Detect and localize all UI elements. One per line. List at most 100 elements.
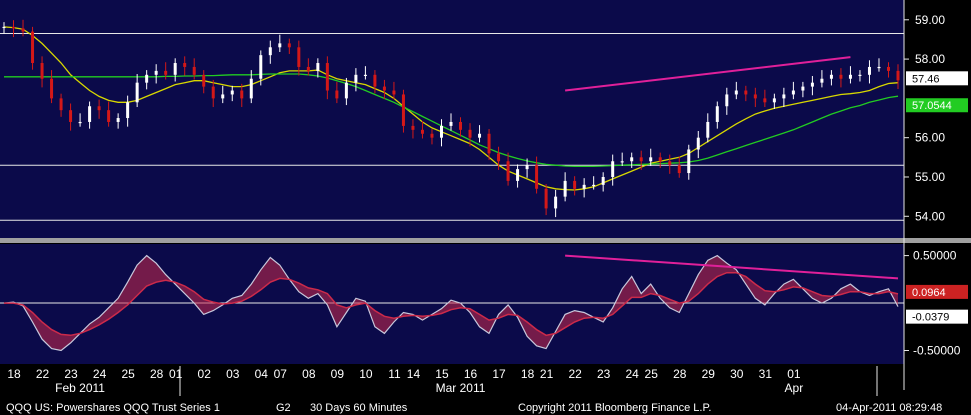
last-price-tag: 57.46 <box>912 73 940 85</box>
candle-body <box>497 153 501 162</box>
candle-body <box>2 26 6 29</box>
candle-body <box>287 43 291 48</box>
candle-body <box>506 161 510 181</box>
candle-body <box>763 98 767 103</box>
candle-body <box>620 161 624 163</box>
candle-body <box>221 94 225 99</box>
candle-body <box>183 63 187 67</box>
candle-body <box>554 196 558 209</box>
candle-body <box>21 28 25 32</box>
day-label: 22 <box>568 367 582 381</box>
candle-body <box>126 102 130 119</box>
candle-body <box>696 137 700 150</box>
candle-body <box>886 66 890 71</box>
candle-body <box>306 66 310 71</box>
oscillator-trendline <box>565 254 899 280</box>
day-label: 11 <box>388 367 401 381</box>
day-label: 18 <box>521 367 535 381</box>
candle-body <box>325 63 329 91</box>
candle-body <box>164 70 168 75</box>
candle-body <box>50 78 54 99</box>
candle-body <box>573 180 577 189</box>
candle-body <box>249 78 253 99</box>
candle-body <box>439 125 443 138</box>
moving-average-0 <box>3 26 899 191</box>
candle-body <box>40 63 44 79</box>
candle-body <box>59 98 63 111</box>
month-label: Apr <box>785 381 804 395</box>
candle-body <box>382 86 386 91</box>
candle-body <box>687 149 691 174</box>
day-label: 09 <box>331 367 345 381</box>
candle-body <box>896 70 900 81</box>
candle-body <box>135 82 139 103</box>
ma-value-tag: 57.0544 <box>912 100 952 112</box>
day-label: 24 <box>626 367 640 381</box>
candle-body <box>810 82 814 87</box>
price-tick-label: 56.00 <box>915 131 945 145</box>
day-label: 16 <box>464 367 478 381</box>
candle-body <box>630 157 634 162</box>
candle-body <box>78 121 82 124</box>
candle-body <box>677 165 681 174</box>
price-tick-label: 54.00 <box>915 209 945 223</box>
footer: QQQ US: Powershares QQQ Trust Series 1 G… <box>6 402 942 414</box>
month-label: Mar 2011 <box>436 381 486 395</box>
candle-body <box>848 74 852 79</box>
candle-body <box>725 94 729 107</box>
candle-body <box>734 90 738 95</box>
day-label: 01 <box>169 367 183 381</box>
candle-body <box>401 94 405 126</box>
day-label: 10 <box>359 367 373 381</box>
candle-body <box>12 26 16 29</box>
footer-range: 30 Days 60 Minutes <box>310 402 408 414</box>
day-label: 29 <box>702 367 716 381</box>
day-label: 18 <box>7 367 21 381</box>
oscillator-slow-line <box>4 271 899 337</box>
candle-body <box>535 165 539 189</box>
oscillator-fast-line <box>3 254 899 352</box>
candle-body <box>820 78 824 83</box>
candle-body <box>392 90 396 95</box>
candle-body <box>525 165 529 170</box>
candle-body <box>668 161 672 166</box>
candle-body <box>420 129 424 134</box>
candle-body <box>611 161 615 177</box>
candle-body <box>297 47 301 67</box>
candle-body <box>782 94 786 99</box>
oscillator-layer <box>0 254 904 352</box>
day-label: 04 <box>255 367 269 381</box>
day-label: 24 <box>93 367 107 381</box>
price-layer <box>0 19 904 221</box>
candle-body <box>829 74 833 79</box>
price-tick-label: 58.00 <box>915 52 945 66</box>
candle-body <box>706 121 710 138</box>
footer-timestamp: 04-Apr-2011 08:29:48 <box>836 402 942 414</box>
day-label: 25 <box>121 367 135 381</box>
candle-body <box>459 121 463 130</box>
last-price-tag-box <box>906 71 968 86</box>
candle-body <box>801 86 805 91</box>
oscillator-slow-tag-box <box>906 284 968 299</box>
candle-body <box>316 63 320 71</box>
candle-body <box>544 188 548 209</box>
candle-body <box>31 31 35 64</box>
day-label: 01 <box>787 367 801 381</box>
candle-body <box>877 66 881 69</box>
candle-body <box>97 106 101 111</box>
footer-security: QQQ US: Powershares QQQ Trust Series 1 <box>6 402 220 414</box>
day-label: 07 <box>274 367 288 381</box>
candle-body <box>516 169 520 181</box>
price-trendline <box>565 56 851 92</box>
month-label: Feb 2011 <box>55 381 105 395</box>
candle-body <box>487 133 491 154</box>
candle-body <box>173 63 177 75</box>
candle-body <box>658 157 662 162</box>
candle-body <box>411 125 415 130</box>
day-label: 21 <box>540 367 554 381</box>
candle-body <box>354 74 358 83</box>
candle-body <box>211 86 215 99</box>
candle-body <box>468 129 472 138</box>
price-tick-label: 59.00 <box>915 13 945 27</box>
